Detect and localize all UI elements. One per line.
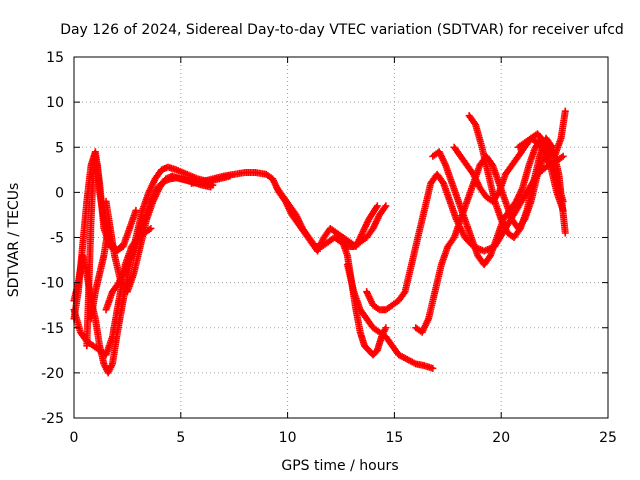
y-tick-label: 15 <box>46 50 64 66</box>
y-tick-label: 5 <box>55 140 64 156</box>
y-tick-label: 0 <box>55 185 64 201</box>
y-tick-label: -25 <box>41 411 64 427</box>
x-tick-label: 0 <box>70 430 79 446</box>
series-track-9 <box>273 184 390 251</box>
series-track-7 <box>102 174 215 314</box>
y-tick-label: -5 <box>50 231 64 247</box>
x-tick-label: 10 <box>279 430 297 446</box>
y-tick-label: -10 <box>41 276 64 292</box>
x-tick-label: 25 <box>599 430 617 446</box>
y-tick-label: -15 <box>41 321 64 337</box>
data-point <box>373 202 381 210</box>
data-point <box>147 224 155 232</box>
data-point <box>372 203 380 211</box>
x-tick-label: 20 <box>492 430 510 446</box>
data-point <box>561 229 569 237</box>
x-axis-label: GPS time / hours <box>281 458 398 474</box>
data-point <box>132 206 140 214</box>
data-point <box>381 203 389 211</box>
data-point <box>116 244 124 252</box>
x-tick-label: 15 <box>385 430 403 446</box>
data-point <box>400 289 408 297</box>
data-layer <box>70 107 569 377</box>
data-point <box>117 243 125 251</box>
y-tick-label: 10 <box>46 95 64 111</box>
data-point <box>559 152 567 160</box>
series-track-11 <box>343 261 437 372</box>
x-tick-label: 5 <box>176 430 185 446</box>
series-track-16 <box>450 134 554 205</box>
y-axis-label: SDTVAR / TECUs <box>6 183 22 298</box>
series-track-17 <box>514 130 567 205</box>
data-point <box>561 107 569 115</box>
data-point <box>547 142 555 150</box>
y-tick-label: -20 <box>41 366 64 382</box>
data-point <box>382 324 390 332</box>
axis-ticks: 0 5 10 15 20 25 -25 -20 -15 -10 -5 0 5 10 15 <box>41 50 617 446</box>
data-point <box>207 183 215 191</box>
data-point <box>382 202 390 210</box>
grid <box>74 57 608 418</box>
chart-title: Day 126 of 2024, Sidereal Day-to-day VTE… <box>60 22 624 38</box>
data-point <box>559 197 567 205</box>
data-point <box>429 364 437 372</box>
